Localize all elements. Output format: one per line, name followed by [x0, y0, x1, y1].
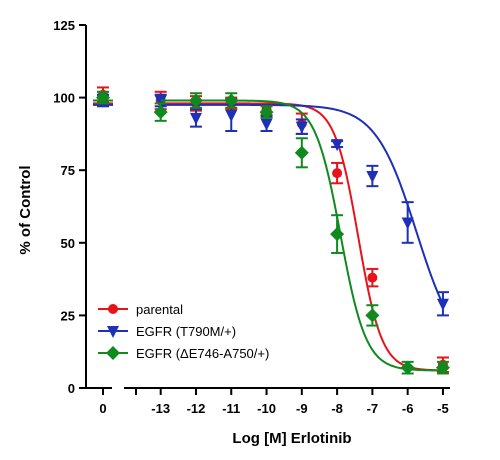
fit-curve [160, 103, 444, 305]
data-point [401, 217, 414, 230]
plot-area [93, 86, 450, 375]
axes: 0 25 50 75 100 125 -13 -12 -11 -10 -9 -8 -7 -6 -5 0 [53, 18, 450, 416]
x-tick-label: -8 [331, 401, 343, 416]
x-tick-label: -13 [151, 401, 170, 416]
data-point [435, 360, 450, 375]
legend: parental EGFR (T790M/+) EGFR (ΔE746-A750/+… [98, 302, 269, 361]
data-point [96, 90, 110, 105]
data-point [189, 112, 202, 125]
x-tick-label: -7 [367, 401, 379, 416]
x-tick-label: -9 [296, 401, 308, 416]
legend-marker [107, 326, 119, 338]
y-axis-label: % of Control [17, 165, 34, 254]
data-point [260, 118, 273, 131]
legend-label: parental [136, 302, 183, 317]
data-point [295, 121, 308, 134]
data-point [436, 298, 449, 311]
data-point [225, 110, 238, 123]
data-point [224, 93, 239, 108]
data-point [365, 308, 380, 323]
legend-marker [108, 304, 118, 314]
legend-item-1: EGFR (T790M/+) [98, 324, 236, 339]
legend-item-2: EGFR (ΔE746-A750/+) [98, 346, 269, 361]
x-tick-label-control: 0 [99, 401, 106, 416]
data-point [294, 145, 309, 160]
x-axis-label: Log [M] Erlotinib [232, 430, 351, 447]
legend-item-0: parental [98, 302, 183, 317]
y-tick-label: 25 [61, 308, 75, 323]
y-tick-label: 50 [61, 236, 75, 251]
y-tick-label: 75 [61, 163, 75, 178]
x-tick-label: -6 [402, 401, 414, 416]
legend-marker [106, 346, 120, 360]
y-tick-label: 0 [68, 381, 75, 396]
legend-label: EGFR (ΔE746-A750/+) [136, 346, 269, 361]
x-tick-label: -12 [187, 401, 206, 416]
data-point [259, 105, 274, 120]
data-point [153, 105, 168, 120]
legend-label: EGFR (T790M/+) [136, 324, 236, 339]
data-point [330, 227, 345, 242]
data-point [188, 93, 203, 108]
data-point [367, 272, 378, 283]
x-tick-label: -10 [257, 401, 276, 416]
y-tick-label: 100 [53, 91, 75, 106]
series-2 [93, 90, 450, 375]
series-1 [93, 93, 449, 317]
data-point [366, 171, 379, 184]
data-point [332, 168, 343, 179]
y-tick-label: 125 [53, 18, 75, 33]
fit-curve [160, 99, 443, 372]
x-tick-label: -11 [222, 401, 240, 416]
data-point [331, 139, 344, 152]
data-point [154, 95, 167, 108]
data-point [400, 360, 415, 375]
x-tick-label: -5 [437, 401, 449, 416]
